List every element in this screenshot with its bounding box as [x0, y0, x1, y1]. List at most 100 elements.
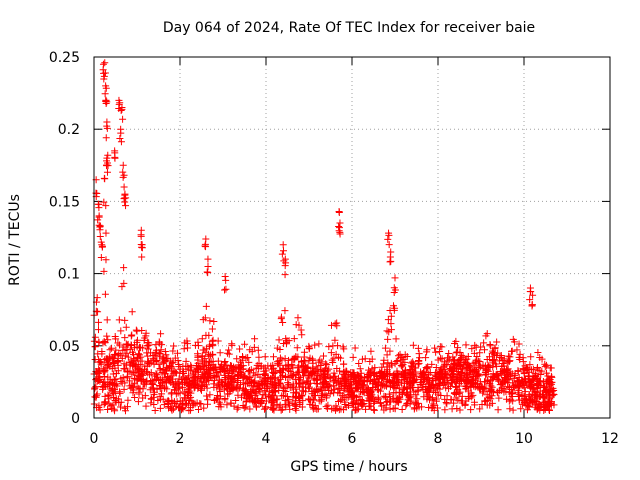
data-point [117, 351, 125, 359]
data-point [434, 384, 442, 392]
data-point [515, 340, 523, 348]
data-point [453, 348, 461, 356]
data-point [231, 372, 239, 380]
data-point [548, 392, 556, 400]
data-point [134, 398, 142, 406]
data-point [325, 343, 333, 351]
data-point [333, 322, 341, 330]
data-point [404, 396, 412, 404]
data-point [110, 390, 118, 398]
data-point [276, 401, 284, 409]
data-point [174, 349, 182, 357]
data-point [102, 256, 110, 264]
data-point [156, 364, 164, 372]
data-point [123, 374, 131, 382]
data-point [278, 392, 286, 400]
y-tick-label: 0.15 [49, 194, 80, 210]
data-point [227, 399, 235, 407]
data-point [275, 360, 283, 368]
data-point [528, 301, 536, 309]
data-point [250, 378, 258, 386]
data-point [93, 390, 101, 398]
data-point [142, 402, 150, 410]
data-point [156, 392, 164, 400]
data-point [235, 371, 243, 379]
data-point [209, 361, 217, 369]
data-point [380, 356, 388, 364]
data-point [102, 134, 110, 142]
data-point [423, 348, 431, 356]
data-point [154, 373, 162, 381]
data-point [222, 383, 230, 391]
data-point [376, 399, 384, 407]
data-point [176, 402, 184, 410]
data-point [387, 326, 395, 334]
data-point [117, 403, 125, 411]
data-point [100, 198, 108, 206]
data-point [277, 315, 285, 323]
data-point [382, 381, 390, 389]
data-point [462, 341, 470, 349]
data-point [322, 379, 330, 387]
data-point [326, 374, 334, 382]
data-point [292, 394, 300, 402]
data-point [194, 406, 202, 414]
data-point [270, 397, 278, 405]
data-point [528, 399, 536, 407]
data-point [184, 374, 192, 382]
data-point [299, 387, 307, 395]
data-point [350, 398, 358, 406]
data-point [273, 400, 281, 408]
data-point [118, 379, 126, 387]
data-point [91, 384, 99, 392]
data-point [280, 385, 288, 393]
data-point [398, 406, 406, 414]
data-point [389, 302, 397, 310]
data-point [401, 384, 409, 392]
data-point [521, 384, 529, 392]
data-point [142, 380, 150, 388]
data-point [150, 401, 158, 409]
data-point [277, 373, 285, 381]
data-point [101, 69, 109, 77]
data-point [423, 388, 431, 396]
data-point [117, 138, 125, 146]
data-point [336, 389, 344, 397]
data-point [223, 366, 231, 374]
data-point [203, 374, 211, 382]
data-point [260, 376, 268, 384]
data-point [286, 401, 294, 409]
data-point [350, 391, 358, 399]
data-point [463, 355, 471, 363]
data-point [435, 370, 443, 378]
data-point [336, 228, 344, 236]
data-point [223, 349, 231, 357]
data-point [119, 173, 127, 181]
data-point [513, 382, 521, 390]
data-point [430, 400, 438, 408]
data-point [110, 358, 118, 366]
data-point [529, 291, 537, 299]
data-point [535, 381, 543, 389]
data-point [494, 406, 502, 414]
ticks: 0 2 4 6 8 10 12 0 0.05 0.1 0.15 0.2 0.25 [49, 50, 619, 447]
data-point [153, 346, 160, 354]
data-point [200, 404, 208, 412]
data-point [141, 392, 149, 400]
data-point [208, 337, 216, 345]
data-point [341, 379, 349, 387]
data-point [355, 360, 363, 368]
data-point [108, 344, 116, 352]
data-point [373, 385, 381, 393]
data-point [96, 377, 104, 385]
data-point [516, 350, 524, 358]
data-point [305, 342, 313, 350]
data-point [285, 380, 293, 388]
data-point [227, 379, 235, 387]
data-point [221, 286, 229, 294]
data-point [226, 387, 234, 395]
data-point [104, 336, 112, 344]
data-point [371, 364, 379, 372]
data-point [231, 364, 239, 372]
data-point [144, 369, 152, 377]
